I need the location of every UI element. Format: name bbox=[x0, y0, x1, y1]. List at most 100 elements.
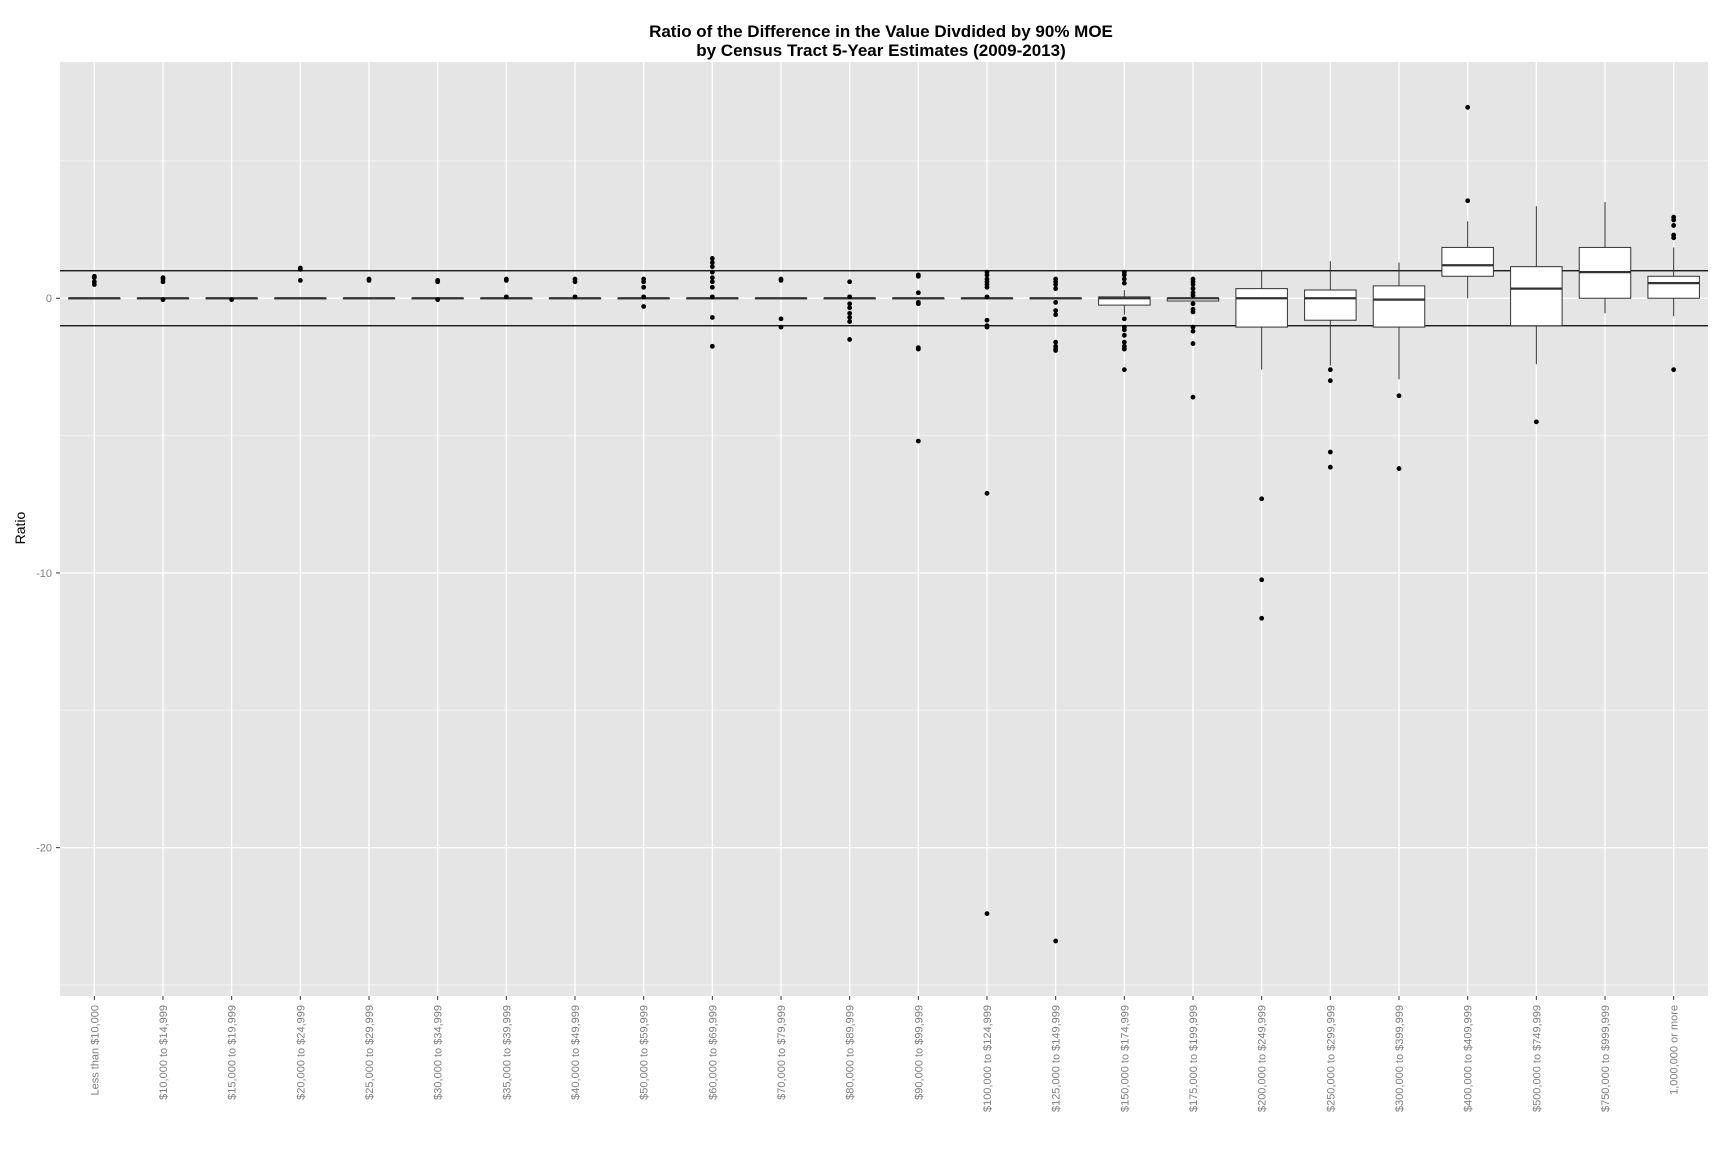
x-tick-label: $150,000 to $174,999 bbox=[1119, 1005, 1131, 1112]
box-iqr bbox=[1235, 288, 1288, 328]
outlier-point bbox=[847, 301, 853, 307]
box-group bbox=[1578, 202, 1632, 314]
x-axis-ticks: Less than $10,000 $10,000 to $14,999 $15,0… bbox=[89, 996, 1681, 1112]
box-group bbox=[1029, 276, 1082, 944]
x-tick-label: $50,000 to $59,999 bbox=[639, 1005, 651, 1100]
outlier-point bbox=[1190, 341, 1196, 346]
outlier-point bbox=[915, 290, 921, 296]
outlier-point bbox=[778, 324, 784, 330]
outlier-point bbox=[984, 284, 990, 290]
outlier-point bbox=[1190, 324, 1196, 330]
outlier-point bbox=[641, 294, 647, 300]
outlier-point bbox=[1327, 378, 1333, 384]
x-tick-label: $20,000 to $24,999 bbox=[295, 1005, 307, 1100]
x-tick-label: $400,000 to $409,999 bbox=[1463, 1005, 1475, 1112]
chart-subtitle: by Census Tract 5-Year Estimates (2009-2… bbox=[696, 41, 1065, 60]
outlier-point bbox=[709, 269, 715, 275]
outlier-point bbox=[1327, 449, 1333, 455]
box-group bbox=[548, 276, 602, 300]
box-group bbox=[617, 276, 670, 309]
outlier-point bbox=[915, 438, 921, 444]
outlier-point bbox=[1327, 464, 1333, 470]
x-tick-label: $175,000 to $199,999 bbox=[1188, 1005, 1200, 1112]
x-tick-label: $750,000 to $999,999 bbox=[1600, 1005, 1612, 1112]
outlier-point bbox=[984, 272, 990, 278]
outlier-point bbox=[1053, 339, 1059, 345]
box-group bbox=[1372, 262, 1426, 471]
x-tick-label: $10,000 to $14,999 bbox=[158, 1005, 170, 1100]
outlier-point bbox=[847, 305, 853, 311]
outlier-point bbox=[1053, 308, 1059, 314]
outlier-point bbox=[778, 277, 784, 283]
chart-title: Ratio of the Difference in the Value Div… bbox=[649, 22, 1113, 41]
box-group bbox=[892, 272, 945, 444]
outlier-point bbox=[984, 317, 990, 323]
x-tick-label: $60,000 to $69,999 bbox=[707, 1005, 719, 1100]
box-group bbox=[1441, 104, 1494, 299]
outlier-point bbox=[915, 301, 921, 307]
box-group bbox=[136, 275, 190, 303]
outlier-point bbox=[1671, 223, 1677, 228]
y-axis-ticks: 0 -10 -20 bbox=[36, 293, 60, 855]
outlier-point bbox=[229, 297, 235, 303]
outlier-point bbox=[709, 294, 715, 300]
box-group bbox=[1235, 270, 1288, 621]
box-group bbox=[1510, 206, 1563, 425]
outlier-point bbox=[1671, 367, 1677, 373]
outlier-point bbox=[1533, 419, 1539, 425]
outlier-point bbox=[1190, 328, 1196, 334]
outlier-point bbox=[1190, 282, 1196, 287]
y-tick-label: -20 bbox=[36, 843, 52, 855]
box-group bbox=[1098, 269, 1151, 373]
outlier-point bbox=[1121, 339, 1127, 345]
outlier-point bbox=[984, 324, 990, 330]
outlier-point bbox=[915, 273, 921, 279]
x-tick-label: Less than $10,000 bbox=[89, 1005, 101, 1096]
box-group bbox=[480, 276, 533, 300]
outlier-point bbox=[1190, 286, 1196, 292]
x-tick-label: $40,000 to $49,999 bbox=[570, 1005, 582, 1100]
outlier-point bbox=[1121, 327, 1127, 333]
outlier-point bbox=[847, 279, 853, 285]
box-group bbox=[411, 277, 464, 303]
x-tick-label: $30,000 to $34,999 bbox=[433, 1005, 445, 1100]
outlier-point bbox=[1190, 309, 1196, 315]
outlier-point bbox=[1671, 217, 1677, 223]
x-tick-label: 1,000,000 or more bbox=[1669, 1005, 1681, 1095]
outlier-point bbox=[1121, 346, 1127, 352]
outlier-point bbox=[1259, 577, 1265, 583]
outlier-point bbox=[1190, 293, 1196, 298]
outlier-point bbox=[641, 279, 647, 285]
box-iqr bbox=[1098, 296, 1151, 306]
x-tick-label: $125,000 to $149,999 bbox=[1051, 1005, 1063, 1112]
outlier-point bbox=[1190, 301, 1196, 307]
outlier-point bbox=[1121, 272, 1127, 278]
outlier-point bbox=[1671, 235, 1677, 241]
box-group bbox=[960, 269, 1014, 916]
outlier-point bbox=[503, 294, 509, 300]
box-group bbox=[205, 297, 258, 303]
grid-lines bbox=[60, 62, 1708, 996]
outlier-point bbox=[847, 337, 853, 342]
outlier-point bbox=[1121, 332, 1127, 338]
outlier-point bbox=[160, 297, 166, 303]
outlier-point bbox=[1396, 393, 1402, 399]
outlier-point bbox=[1259, 496, 1265, 502]
outlier-point bbox=[709, 256, 715, 261]
outlier-point bbox=[572, 279, 578, 285]
outlier-point bbox=[572, 294, 578, 300]
box-group bbox=[1647, 214, 1700, 373]
outlier-point bbox=[503, 277, 509, 283]
x-tick-label: $25,000 to $29,999 bbox=[364, 1005, 376, 1100]
x-tick-label: $70,000 to $79,999 bbox=[776, 1005, 788, 1100]
outlier-point bbox=[709, 284, 715, 290]
plot-panel bbox=[60, 62, 1708, 996]
outlier-point bbox=[984, 294, 990, 300]
outlier-point bbox=[1396, 466, 1402, 471]
box-iqr bbox=[1304, 289, 1357, 321]
box-group bbox=[823, 279, 876, 342]
outlier-point bbox=[709, 279, 715, 285]
outlier-point bbox=[641, 304, 647, 309]
x-tick-label: $250,000 to $299,999 bbox=[1325, 1005, 1337, 1112]
outlier-point bbox=[1053, 299, 1059, 305]
